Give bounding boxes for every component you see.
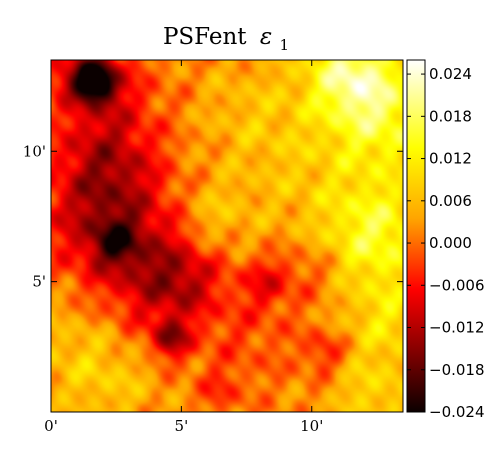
x-tick-label: 0' xyxy=(44,417,58,435)
colorbar-tick-label: 0.000 xyxy=(429,234,472,252)
colorbar-tick-label: −0.006 xyxy=(429,276,485,294)
y-tick-label: 10' xyxy=(23,142,46,160)
colorbar-tick-label: 0.006 xyxy=(429,192,472,210)
chart-title: PSFent ε 1 xyxy=(163,24,289,54)
chart-title-subscript: 1 xyxy=(280,36,290,54)
colorbar-axis: 0.024 0.018 0.012 0.006 0.000 −0.006 −0.012 −0.… xyxy=(407,65,485,421)
colorbar-tick-label: 0.024 xyxy=(429,65,472,83)
x-axis: 0' 5' 10' xyxy=(44,60,323,435)
colorbar-tick-label: 0.018 xyxy=(429,107,472,125)
plot-frame xyxy=(50,59,404,413)
colorbar-tick-label: −0.012 xyxy=(429,319,485,337)
y-axis: 5' 10' xyxy=(23,142,403,291)
colorbar xyxy=(406,59,426,413)
x-tick-label: 5' xyxy=(175,417,189,435)
y-tick-label: 5' xyxy=(32,273,46,291)
colorbar-tick-label: −0.018 xyxy=(429,361,485,379)
colorbar-tick-label: 0.012 xyxy=(429,150,472,168)
chart-title-symbol: ε xyxy=(260,24,272,50)
heatmap-area xyxy=(51,60,403,412)
chart-title-text: PSFent xyxy=(163,24,247,50)
colorbar-tick-label: −0.024 xyxy=(429,403,485,421)
x-tick-label: 10' xyxy=(300,417,323,435)
heatmap-canvas xyxy=(51,60,403,412)
